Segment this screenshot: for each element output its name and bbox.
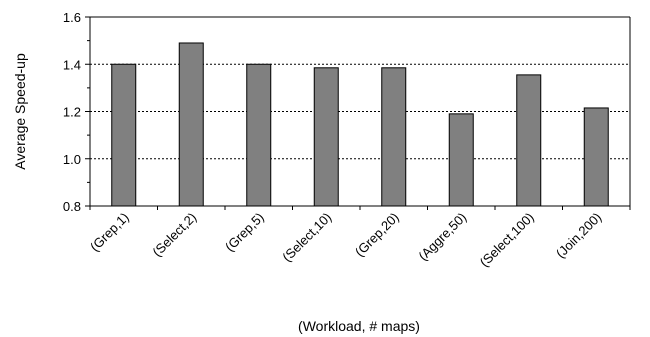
bar	[516, 74, 542, 207]
bars	[111, 42, 609, 207]
x-category-label: (Grep,1)	[87, 210, 132, 255]
x-axis-label: (Workload, # maps)	[298, 318, 420, 334]
y-tick-labels: 0.8 1.0 1.2 1.4 1.6	[63, 10, 81, 214]
bar	[313, 67, 339, 207]
bar	[381, 67, 407, 207]
x-category-label: (Select,2)	[149, 210, 199, 260]
y-tick-label: 1.4	[63, 57, 81, 72]
y-axis-label: Average Speed-up	[12, 53, 28, 170]
x-category-label: (Join,200)	[553, 210, 604, 261]
x-category-labels: (Grep,1) (Select,2) (Grep,5) (Select,10) (Gr…	[87, 210, 604, 270]
y-tick-label: 1.2	[63, 105, 81, 120]
x-category-label: (Grep,5)	[222, 210, 267, 255]
x-category-label: (Aggre,50)	[415, 210, 469, 264]
bar	[583, 107, 609, 207]
y-tick-label: 0.8	[63, 199, 81, 214]
axes	[85, 16, 631, 210]
x-category-label: (Select,100)	[477, 210, 537, 270]
x-category-label: (Select,10)	[279, 210, 334, 265]
gridlines	[90, 63, 630, 160]
bar	[178, 42, 204, 207]
bar	[111, 63, 137, 207]
bar	[246, 63, 272, 207]
bar	[448, 113, 474, 207]
x-category-label: (Grep,20)	[352, 210, 402, 260]
y-tick-label: 1.6	[63, 10, 81, 25]
y-tick-label: 1.0	[63, 152, 81, 167]
